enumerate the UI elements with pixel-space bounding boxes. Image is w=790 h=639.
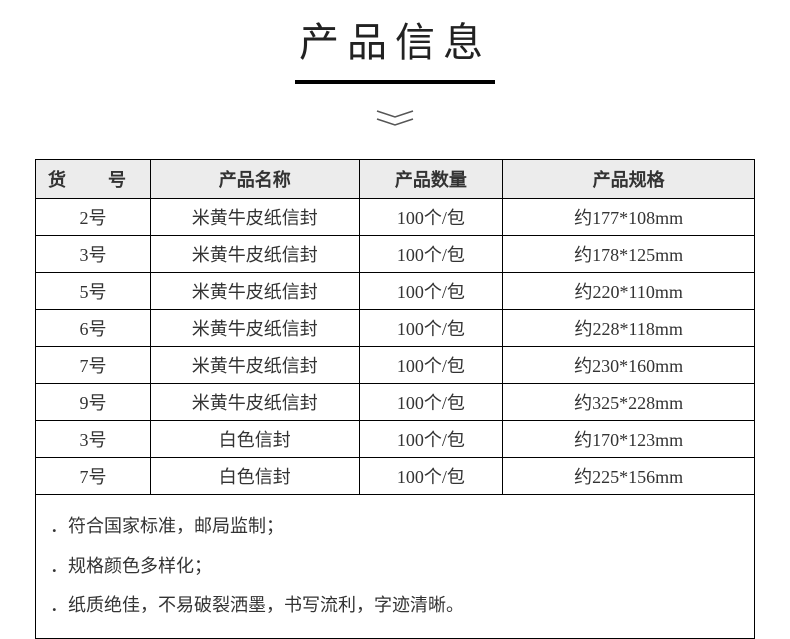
note-line: ．规格颜色多样化； bbox=[50, 547, 740, 587]
cell-code: 6号 bbox=[36, 310, 151, 347]
cell-qty: 100个/包 bbox=[359, 199, 503, 236]
cell-spec: 约220*110mm bbox=[503, 273, 755, 310]
cell-spec: 约225*156mm bbox=[503, 458, 755, 495]
cell-spec: 约228*118mm bbox=[503, 310, 755, 347]
cell-qty: 100个/包 bbox=[359, 310, 503, 347]
table-row: 3号 白色信封 100个/包 约170*123mm bbox=[36, 421, 755, 458]
notes-cell: ．符合国家标准，邮局监制； ．规格颜色多样化； ．纸质绝佳，不易破裂洒墨，书写流… bbox=[36, 495, 755, 639]
page-container: 产品信息 货 号 产品名称 产品数量 产品规格 2号 米黄牛皮纸信封 bbox=[0, 0, 790, 639]
table-row: 3号 米黄牛皮纸信封 100个/包 约178*125mm bbox=[36, 236, 755, 273]
cell-spec: 约325*228mm bbox=[503, 384, 755, 421]
cell-qty: 100个/包 bbox=[359, 273, 503, 310]
cell-spec: 约178*125mm bbox=[503, 236, 755, 273]
table-body: 2号 米黄牛皮纸信封 100个/包 约177*108mm 3号 米黄牛皮纸信封 … bbox=[36, 199, 755, 639]
cell-code: 3号 bbox=[36, 421, 151, 458]
note-line: ．纸质绝佳，不易破裂洒墨，书写流利，字迹清晰。 bbox=[50, 586, 740, 626]
cell-code: 2号 bbox=[36, 199, 151, 236]
cell-spec: 约170*123mm bbox=[503, 421, 755, 458]
cell-code: 7号 bbox=[36, 347, 151, 384]
cell-name: 米黄牛皮纸信封 bbox=[151, 199, 360, 236]
table-row: 9号 米黄牛皮纸信封 100个/包 约325*228mm bbox=[36, 384, 755, 421]
cell-spec: 约230*160mm bbox=[503, 347, 755, 384]
table-row: 7号 米黄牛皮纸信封 100个/包 约230*160mm bbox=[36, 347, 755, 384]
col-header-spec: 产品规格 bbox=[503, 160, 755, 199]
cell-name: 白色信封 bbox=[151, 421, 360, 458]
note-line: ．符合国家标准，邮局监制； bbox=[50, 507, 740, 547]
cell-name: 米黄牛皮纸信封 bbox=[151, 310, 360, 347]
cell-qty: 100个/包 bbox=[359, 421, 503, 458]
cell-code: 7号 bbox=[36, 458, 151, 495]
cell-code: 5号 bbox=[36, 273, 151, 310]
table-row: 7号 白色信封 100个/包 约225*156mm bbox=[36, 458, 755, 495]
notes-row: ．符合国家标准，邮局监制； ．规格颜色多样化； ．纸质绝佳，不易破裂洒墨，书写流… bbox=[36, 495, 755, 639]
page-title: 产品信息 bbox=[299, 10, 491, 80]
cell-qty: 100个/包 bbox=[359, 458, 503, 495]
product-table-wrapper: 货 号 产品名称 产品数量 产品规格 2号 米黄牛皮纸信封 100个/包 约17… bbox=[35, 159, 755, 639]
double-chevron-down-icon bbox=[0, 109, 790, 134]
col-header-code: 货 号 bbox=[36, 160, 151, 199]
cell-name: 米黄牛皮纸信封 bbox=[151, 347, 360, 384]
cell-code: 3号 bbox=[36, 236, 151, 273]
cell-name: 米黄牛皮纸信封 bbox=[151, 273, 360, 310]
cell-qty: 100个/包 bbox=[359, 236, 503, 273]
table-row: 5号 米黄牛皮纸信封 100个/包 约220*110mm bbox=[36, 273, 755, 310]
col-header-qty: 产品数量 bbox=[359, 160, 503, 199]
col-header-name: 产品名称 bbox=[151, 160, 360, 199]
cell-name: 白色信封 bbox=[151, 458, 360, 495]
cell-name: 米黄牛皮纸信封 bbox=[151, 384, 360, 421]
cell-qty: 100个/包 bbox=[359, 347, 503, 384]
product-table: 货 号 产品名称 产品数量 产品规格 2号 米黄牛皮纸信封 100个/包 约17… bbox=[35, 159, 755, 639]
table-row: 6号 米黄牛皮纸信封 100个/包 约228*118mm bbox=[36, 310, 755, 347]
table-row: 2号 米黄牛皮纸信封 100个/包 约177*108mm bbox=[36, 199, 755, 236]
table-header-row: 货 号 产品名称 产品数量 产品规格 bbox=[36, 160, 755, 199]
cell-spec: 约177*108mm bbox=[503, 199, 755, 236]
cell-code: 9号 bbox=[36, 384, 151, 421]
title-section: 产品信息 bbox=[0, 10, 790, 84]
cell-name: 米黄牛皮纸信封 bbox=[151, 236, 360, 273]
cell-qty: 100个/包 bbox=[359, 384, 503, 421]
title-underline bbox=[295, 80, 495, 84]
